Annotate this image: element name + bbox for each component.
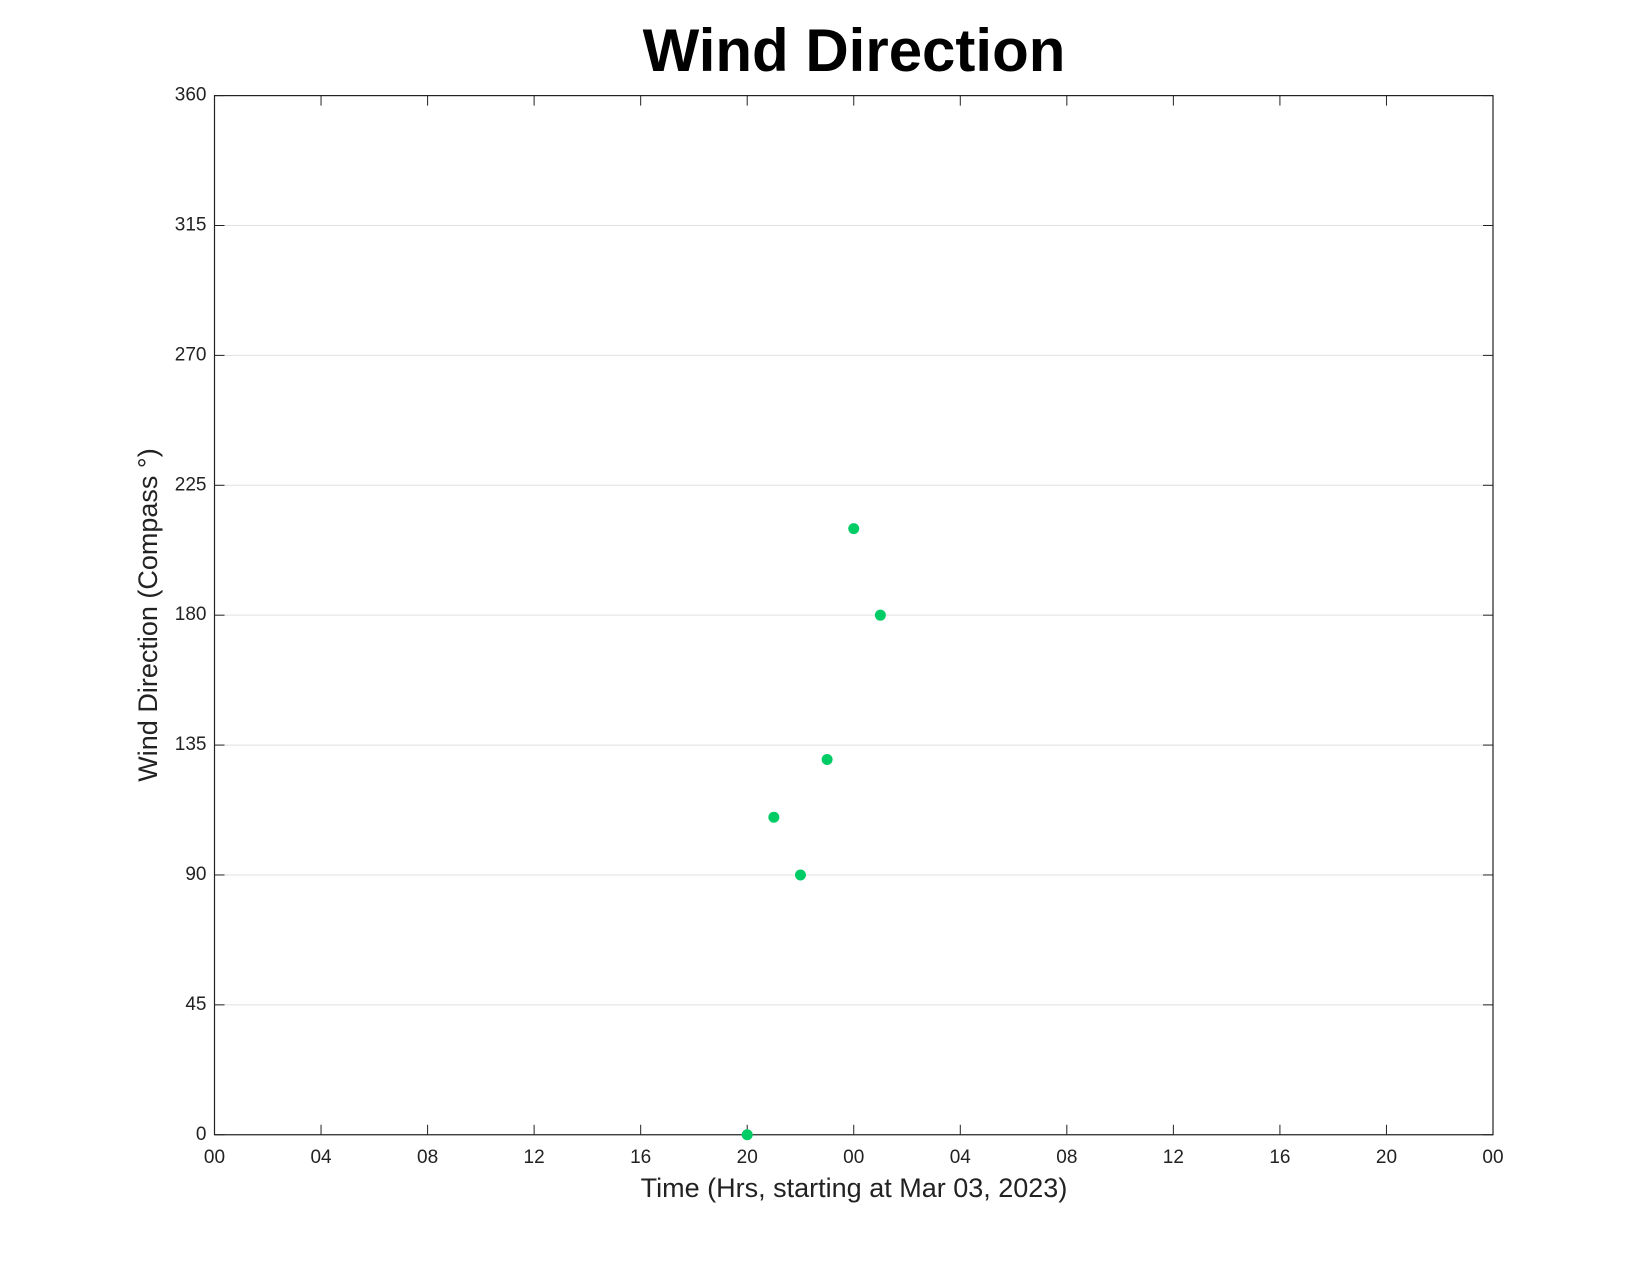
x-tick-label: 20 — [737, 1147, 758, 1168]
x-tick-label: 00 — [1482, 1147, 1503, 1168]
y-tick-label: 270 — [175, 344, 207, 365]
x-tick-label: 04 — [950, 1147, 972, 1168]
y-tick-label: 360 — [175, 85, 207, 106]
x-tick-label: 00 — [204, 1147, 225, 1168]
y-tick-label: 315 — [175, 215, 207, 236]
x-tick-label: 20 — [1376, 1147, 1397, 1168]
x-tick-label: 12 — [524, 1147, 545, 1168]
y-tick-label: 135 — [175, 734, 207, 755]
x-tick-label: 04 — [310, 1147, 332, 1168]
y-tick-label: 180 — [175, 604, 207, 625]
point — [874, 609, 886, 621]
point — [741, 1129, 753, 1141]
point — [848, 523, 860, 535]
x-tick-label: 16 — [1269, 1147, 1290, 1168]
plot-frame — [213, 94, 1494, 1136]
y-tick-label: 45 — [185, 994, 206, 1015]
point — [768, 811, 780, 823]
x-tick-label: 16 — [630, 1147, 651, 1168]
x-tick-label: 00 — [843, 1147, 864, 1168]
point — [794, 869, 806, 881]
x-tick-label: 12 — [1163, 1147, 1184, 1168]
y-tick-label: 225 — [175, 474, 207, 495]
y-axis-label: Wind Direction (Compass °) — [133, 448, 163, 781]
point — [821, 754, 833, 766]
x-axis-label: Time (Hrs, starting at Mar 03, 2023) — [641, 1173, 1068, 1203]
x-tick-label: 08 — [417, 1147, 438, 1168]
y-tick-label: 90 — [185, 864, 206, 885]
x-tick-label: 08 — [1056, 1147, 1077, 1168]
y-tick-label: 0 — [196, 1124, 207, 1145]
chart-title: Wind Direction — [643, 17, 1066, 84]
